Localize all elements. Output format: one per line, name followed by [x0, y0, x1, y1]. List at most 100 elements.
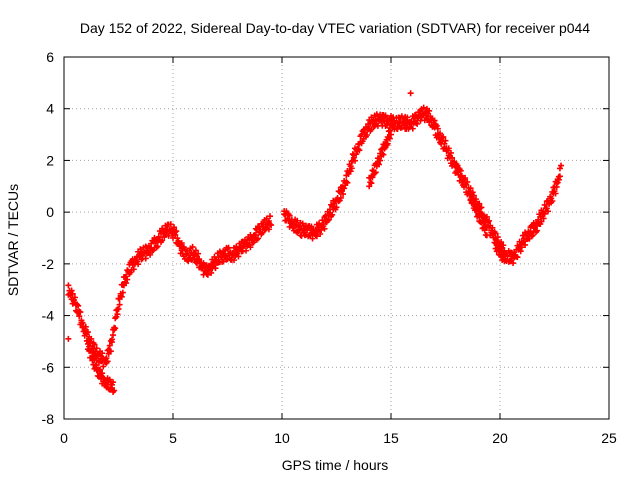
data-point — [265, 226, 272, 233]
data-point — [172, 229, 179, 236]
grid — [64, 57, 609, 419]
data-point — [409, 125, 416, 132]
data-point — [313, 233, 320, 240]
x-tick-label: 0 — [60, 430, 68, 446]
data-point — [488, 227, 495, 234]
data-point — [247, 244, 254, 251]
data-point — [514, 254, 521, 261]
data-point — [376, 161, 383, 168]
data-points — [65, 90, 565, 395]
y-tick-label: 2 — [46, 152, 54, 168]
y-tick-label: -8 — [42, 411, 55, 427]
data-point — [222, 252, 229, 259]
data-point — [174, 235, 181, 242]
data-point — [510, 260, 517, 267]
data-point — [94, 351, 101, 358]
data-point — [329, 211, 336, 218]
data-point — [171, 224, 178, 231]
data-point — [501, 258, 508, 265]
data-point — [356, 147, 363, 154]
data-point — [107, 348, 114, 355]
data-point — [308, 223, 315, 230]
data-point — [458, 172, 465, 179]
data-point — [286, 212, 293, 219]
y-tick-label: -2 — [42, 256, 55, 272]
data-point — [483, 213, 490, 220]
data-point — [147, 251, 154, 258]
data-point — [243, 247, 250, 254]
data-point — [343, 178, 350, 185]
data-point — [91, 357, 98, 364]
data-point — [79, 319, 86, 326]
data-point — [195, 250, 202, 257]
data-point — [467, 188, 474, 195]
data-point — [99, 370, 106, 377]
data-point — [541, 201, 548, 208]
data-point — [492, 230, 499, 237]
data-point — [468, 191, 475, 198]
data-point — [235, 253, 242, 260]
chart-title: Day 152 of 2022, Sidereal Day-to-day VTE… — [80, 20, 590, 36]
data-point — [93, 362, 100, 369]
data-point — [364, 131, 371, 138]
data-point — [123, 273, 130, 280]
data-point — [71, 294, 78, 301]
data-point — [433, 122, 440, 129]
data-point — [112, 325, 119, 332]
data-point — [344, 179, 351, 186]
data-point — [431, 117, 438, 124]
data-point — [442, 137, 449, 144]
x-tick-label: 5 — [169, 430, 177, 446]
plot-frame — [63, 56, 610, 420]
data-point — [478, 204, 485, 211]
data-point — [426, 107, 433, 114]
data-point — [267, 213, 274, 220]
data-point — [378, 146, 385, 153]
data-point — [115, 305, 122, 312]
data-point — [178, 247, 185, 254]
data-point — [441, 140, 448, 147]
data-point — [481, 227, 488, 234]
data-point — [178, 240, 185, 247]
data-point — [413, 120, 420, 127]
y-tick-label: 0 — [46, 204, 54, 220]
data-point — [204, 271, 211, 278]
data-point — [167, 221, 174, 228]
data-point — [489, 224, 496, 231]
data-point — [464, 178, 471, 185]
x-tick-label: 20 — [492, 430, 508, 446]
data-point — [499, 247, 506, 254]
data-point — [255, 235, 262, 242]
data-point — [371, 170, 378, 177]
data-point — [388, 131, 394, 138]
data-point — [368, 180, 375, 187]
data-point — [201, 267, 208, 274]
data-point — [252, 232, 259, 239]
data-point — [88, 335, 95, 342]
data-point — [103, 355, 110, 362]
data-point — [477, 211, 484, 218]
data-point — [476, 200, 483, 207]
data-point — [380, 151, 387, 158]
data-point — [124, 276, 131, 283]
data-point — [534, 227, 541, 234]
data-point — [352, 157, 359, 164]
data-point — [130, 266, 137, 273]
data-point — [74, 301, 81, 308]
data-point — [309, 235, 316, 242]
data-point — [348, 165, 355, 172]
data-point — [358, 131, 365, 138]
ticks: 0 5 10 15 20 25 -8 -6 -4 -2 0 2 4 6 — [42, 49, 617, 446]
data-point — [540, 215, 547, 222]
data-point — [445, 145, 452, 152]
data-point — [553, 180, 560, 187]
data-point — [135, 261, 142, 268]
data-point — [447, 149, 454, 156]
data-point — [328, 201, 335, 208]
data-point — [449, 154, 456, 161]
data-point — [481, 219, 488, 226]
data-point — [137, 246, 144, 253]
data-point — [267, 221, 274, 228]
data-point — [385, 134, 392, 141]
